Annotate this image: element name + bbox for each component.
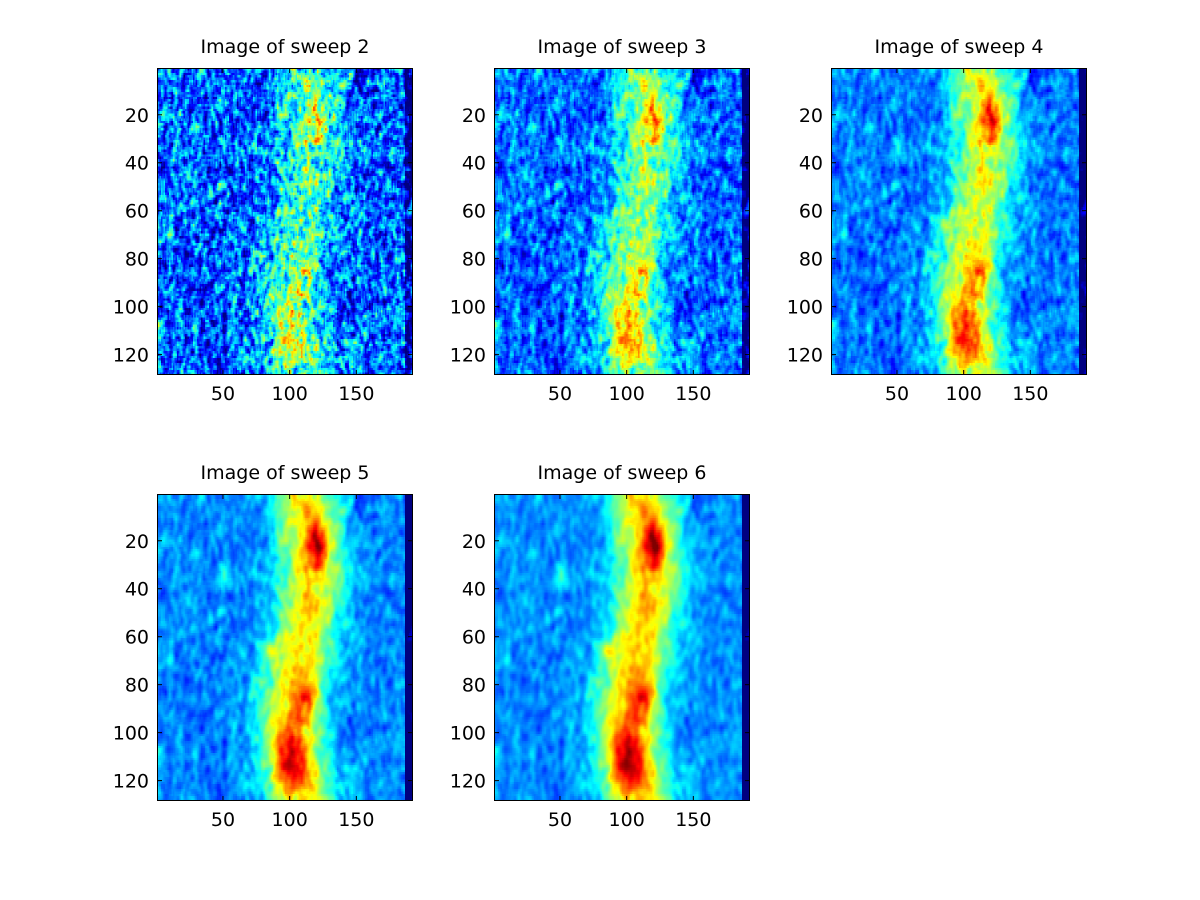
y-tick-label: 120 xyxy=(787,345,823,367)
x-tick-label: 50 xyxy=(548,383,572,405)
y-tick-label: 100 xyxy=(787,297,823,319)
x-tick-label: 50 xyxy=(211,383,235,405)
x-tick-label: 50 xyxy=(885,383,909,405)
y-tick-label: 40 xyxy=(462,579,486,601)
x-tick-label: 150 xyxy=(1012,383,1048,405)
x-tick-label: 100 xyxy=(272,809,308,831)
heatmap-image xyxy=(831,68,1087,375)
y-tick-label: 80 xyxy=(125,675,149,697)
subplot-title: Image of sweep 2 xyxy=(201,36,370,58)
y-tick-label: 60 xyxy=(462,627,486,649)
subplot-sweep-6: Image of sweep 6 50 100 150 20 40 60 80 100 120 xyxy=(450,462,750,831)
y-tick-label: 120 xyxy=(450,771,486,793)
subplot-sweep-2: Image of sweep 2 50 100 150 20 40 60 80 100 120 xyxy=(113,36,413,405)
x-tick-label: 150 xyxy=(675,809,711,831)
y-tick-label: 20 xyxy=(799,105,823,127)
subplot-sweep-5: Image of sweep 5 50 100 150 20 40 60 80 100 120 xyxy=(113,462,413,831)
axes-frame xyxy=(494,68,750,375)
x-tick-label: 150 xyxy=(338,383,374,405)
y-tick-label: 80 xyxy=(125,249,149,271)
axes-frame xyxy=(157,68,413,375)
y-tick-label: 60 xyxy=(462,201,486,223)
heatmap-image xyxy=(157,494,413,801)
axes-frame xyxy=(157,494,413,801)
y-tick-label: 40 xyxy=(125,579,149,601)
axes-frame xyxy=(494,494,750,801)
y-tick-label: 80 xyxy=(462,675,486,697)
y-tick-label: 20 xyxy=(125,105,149,127)
x-tick-label: 50 xyxy=(548,809,572,831)
subplot-title: Image of sweep 5 xyxy=(201,462,370,484)
subplot-title: Image of sweep 4 xyxy=(875,36,1044,58)
y-tick-label: 100 xyxy=(450,297,486,319)
x-tick-label: 150 xyxy=(675,383,711,405)
subplot-sweep-4: Image of sweep 4 50 100 150 20 40 60 80 100 120 xyxy=(787,36,1087,405)
subplot-title: Image of sweep 3 xyxy=(538,36,707,58)
y-tick-label: 20 xyxy=(462,531,486,553)
y-tick-label: 60 xyxy=(125,627,149,649)
y-tick-label: 40 xyxy=(462,153,486,175)
x-tick-label: 100 xyxy=(272,383,308,405)
subplot-title: Image of sweep 6 xyxy=(538,462,707,484)
subplot-sweep-3: Image of sweep 3 50 100 150 20 40 60 80 100 120 xyxy=(450,36,750,405)
y-tick-label: 20 xyxy=(462,105,486,127)
y-tick-label: 60 xyxy=(799,201,823,223)
y-tick-label: 40 xyxy=(125,153,149,175)
y-tick-label: 40 xyxy=(799,153,823,175)
x-tick-label: 50 xyxy=(211,809,235,831)
y-tick-label: 120 xyxy=(113,345,149,367)
y-tick-label: 100 xyxy=(113,723,149,745)
y-tick-label: 80 xyxy=(462,249,486,271)
y-tick-label: 120 xyxy=(113,771,149,793)
axes-frame xyxy=(831,68,1087,375)
y-tick-label: 80 xyxy=(799,249,823,271)
y-tick-label: 120 xyxy=(450,345,486,367)
x-tick-label: 100 xyxy=(946,383,982,405)
x-tick-label: 150 xyxy=(338,809,374,831)
heatmap-image xyxy=(494,68,750,375)
y-tick-label: 100 xyxy=(450,723,486,745)
y-tick-label: 60 xyxy=(125,201,149,223)
heatmap-image xyxy=(494,494,750,801)
y-tick-label: 100 xyxy=(113,297,149,319)
y-tick-label: 20 xyxy=(125,531,149,553)
x-tick-label: 100 xyxy=(609,809,645,831)
heatmap-image xyxy=(157,68,413,375)
x-tick-label: 100 xyxy=(609,383,645,405)
